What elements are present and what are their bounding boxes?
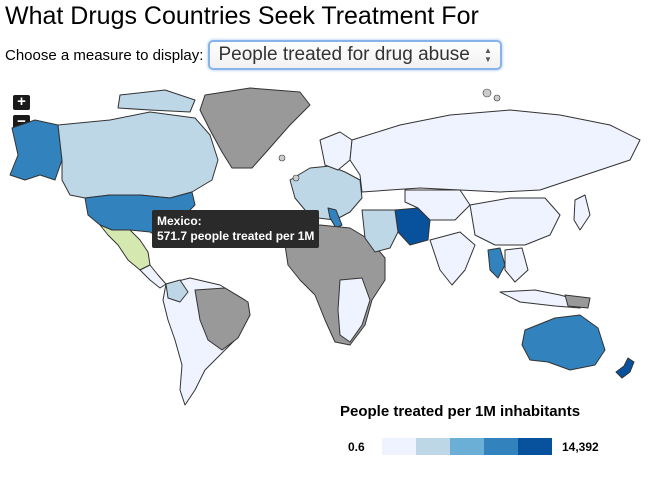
country-colombia[interactable]	[165, 279, 189, 303]
legend-swatch-3	[484, 438, 518, 455]
island-marker[interactable]	[493, 94, 501, 102]
country-canada-islands[interactable]	[117, 89, 196, 113]
zoom-in-button[interactable]: +	[13, 94, 30, 110]
legend-min: 0.6	[348, 439, 365, 454]
country-africa-light[interactable]	[337, 277, 371, 343]
tooltip-value: 571.7 people treated per 1M	[157, 229, 315, 243]
country-usa-alaska[interactable]	[9, 119, 63, 181]
world-map	[9, 87, 641, 406]
country-australia[interactable]	[521, 314, 606, 371]
measure-select-value: People treated for drug abuse	[218, 44, 470, 65]
island-marker[interactable]	[278, 154, 286, 162]
island-marker[interactable]	[292, 174, 300, 182]
country-india[interactable]	[429, 231, 476, 286]
country-china[interactable]	[469, 197, 561, 246]
country-europe[interactable]	[289, 165, 363, 221]
measure-select[interactable]: People treated for drug abuse ▲ ▼	[208, 40, 502, 70]
legend: 0.6 14,392	[348, 438, 599, 455]
country-middle-east[interactable]	[361, 209, 399, 253]
legend-max: 14,392	[562, 439, 599, 454]
measure-label: Choose a measure to display:	[5, 46, 204, 64]
country-papua[interactable]	[564, 294, 591, 309]
country-canada[interactable]	[57, 111, 219, 199]
legend-swatch-0	[382, 438, 416, 455]
legend-swatch-2	[450, 438, 484, 455]
island-marker[interactable]	[482, 88, 492, 98]
tooltip-country: Mexico:	[157, 214, 202, 228]
country-japan[interactable]	[573, 194, 591, 231]
legend-swatch-1	[416, 438, 450, 455]
country-central-america[interactable]	[139, 264, 167, 289]
select-arrows-icon: ▲ ▼	[483, 46, 492, 64]
country-tooltip: Mexico: 571.7 people treated per 1M	[152, 210, 320, 248]
country-brazil[interactable]	[194, 287, 251, 351]
legend-title: People treated per 1M inhabitants	[340, 403, 581, 420]
country-thailand[interactable]	[487, 247, 506, 279]
legend-swatch-4	[518, 438, 552, 455]
legend-swatches	[382, 438, 552, 455]
page-title: What Drugs Countries Seek Treatment For	[5, 2, 479, 30]
country-se-asia[interactable]	[504, 247, 529, 283]
country-new-zealand[interactable]	[615, 357, 635, 379]
country-scandinavia[interactable]	[319, 131, 353, 171]
country-greenland[interactable]	[199, 87, 311, 169]
country-central-asia[interactable]	[404, 189, 471, 221]
country-russia[interactable]	[349, 109, 641, 193]
measure-control: Choose a measure to display: People trea…	[5, 40, 502, 70]
